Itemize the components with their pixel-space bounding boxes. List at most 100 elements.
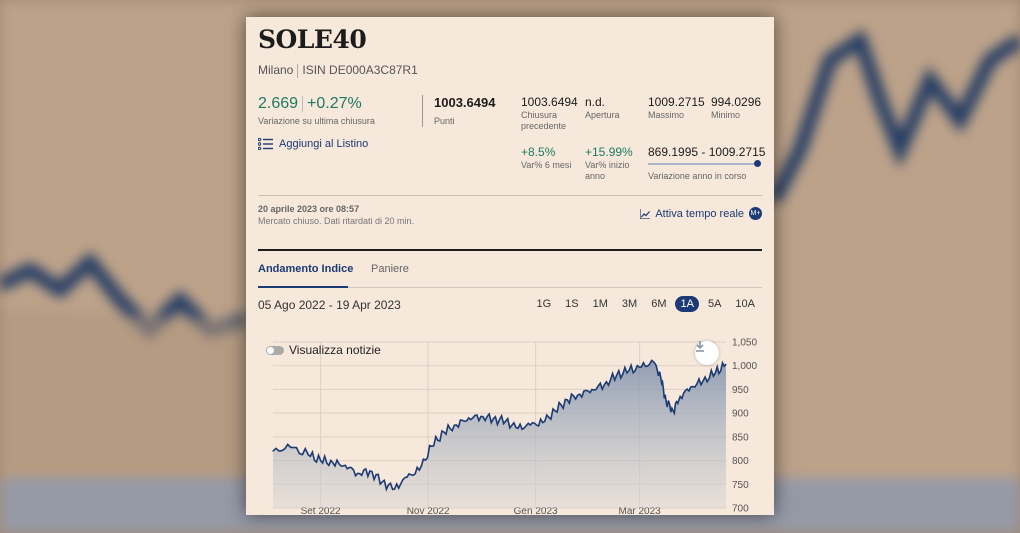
chart-period: 05 Ago 2022 - 19 Apr 2023 — [258, 298, 401, 312]
add-to-watchlist-button[interactable]: Aggiungi al Listino — [258, 138, 368, 150]
y-tick-label: 750 — [732, 480, 749, 491]
data-point — [357, 472, 359, 474]
data-point — [468, 417, 470, 419]
download-button[interactable] — [695, 341, 719, 365]
tab-andamento-indice[interactable]: Andamento Indice — [258, 263, 354, 275]
data-point — [332, 462, 334, 464]
range-selector: 1G 1S 1M 3M 6M 1A 5A 10A — [527, 296, 760, 312]
year-range-label: Variazione anno in corso — [648, 171, 747, 181]
exchange-info: Milano ISIN DE000A3C87R1 — [258, 63, 418, 78]
data-point — [443, 431, 445, 433]
range-3m-button[interactable]: 3M — [621, 298, 638, 310]
range-1g-button[interactable]: 1G — [536, 298, 552, 310]
exchange-name: Milano — [258, 63, 294, 77]
x-tick-label: Mar 2023 — [619, 506, 662, 515]
premium-badge: M+ — [749, 207, 762, 220]
data-point — [690, 386, 692, 388]
var6m-value: +8.5% — [521, 145, 556, 159]
data-point — [492, 418, 494, 420]
price-chart: 700 750 800 850 900 950 1,000 1,050 Set 2022 Nov … — [246, 325, 774, 515]
y-tick-label: 850 — [732, 432, 749, 443]
news-toggle[interactable]: Visualizza notizie — [266, 343, 381, 357]
list-icon — [258, 138, 273, 150]
y-tick-label: 1,050 — [732, 338, 757, 349]
open-value: n.d. — [585, 95, 606, 109]
active-tab-indicator — [258, 286, 348, 288]
data-point — [579, 393, 581, 395]
points-value: 1003.6494 — [434, 95, 496, 110]
data-point — [290, 446, 292, 448]
realtime-label: Attiva tempo reale — [655, 207, 744, 220]
y-tick-label: 1,000 — [732, 361, 757, 372]
range-1a-button[interactable]: 1A — [675, 296, 699, 312]
data-point — [702, 380, 704, 382]
realtime-button[interactable]: Attiva tempo reale M+ — [640, 207, 762, 220]
data-point — [714, 372, 717, 374]
data-point — [640, 366, 642, 368]
divider — [302, 95, 304, 112]
news-toggle-label: Visualizza notizie — [289, 343, 381, 357]
points-label: Punti — [434, 116, 455, 126]
change-label: Variazione su ultima chiusura — [258, 116, 375, 126]
divider — [258, 195, 762, 196]
area-fill — [273, 360, 726, 508]
x-tick-label: Set 2022 — [301, 506, 341, 515]
y-tick-label: 950 — [732, 385, 749, 396]
change-values: 2.669 +0.27% — [258, 95, 362, 113]
data-point — [369, 470, 371, 472]
data-point — [394, 488, 396, 490]
chart-svg: 700 750 800 850 900 950 1,000 1,050 Set 2022 Nov … — [272, 338, 757, 515]
range-5a-button[interactable]: 5A — [707, 298, 722, 310]
data-point — [319, 459, 322, 462]
data-point — [529, 424, 531, 426]
year-range-bar — [648, 163, 758, 165]
isin: ISIN DE000A3C87R1 — [302, 63, 418, 77]
max-value: 1009.2715 — [648, 95, 705, 109]
range-1s-button[interactable]: 1S — [565, 298, 579, 310]
index-card: SOLE40 Milano ISIN DE000A3C87R1 2.669 +0.2… — [246, 17, 774, 515]
range-1m-button[interactable]: 1M — [592, 298, 608, 310]
data-point — [628, 369, 630, 372]
data-point — [381, 481, 383, 483]
data-point — [307, 454, 309, 456]
x-tick-label: Gen 2023 — [514, 506, 558, 515]
range-6m-button[interactable]: 6M — [651, 298, 667, 310]
min-label: Minimo — [711, 110, 741, 120]
max-label: Massimo — [648, 110, 685, 120]
download-icon — [696, 341, 704, 352]
varytd-value: +15.99% — [585, 145, 633, 159]
data-point — [616, 374, 618, 376]
y-tick-label: 900 — [732, 409, 749, 420]
market-status: Mercato chiuso. Dati ritardati di 20 min… — [258, 216, 415, 226]
tab-paniere[interactable]: Paniere — [371, 263, 409, 275]
prev-close-label: Chiusura precedente — [521, 110, 567, 131]
data-point — [591, 388, 593, 391]
data-point — [672, 410, 674, 412]
data-point — [272, 450, 274, 452]
prev-close-value: 1003.6494 — [521, 95, 578, 109]
divider — [297, 63, 299, 78]
x-tick-label: Nov 2022 — [407, 506, 450, 515]
add-to-watchlist-label: Aggiungi al Listino — [279, 138, 369, 150]
data-point — [665, 400, 667, 402]
year-range-marker — [754, 160, 761, 167]
chart-line-icon — [640, 208, 651, 219]
data-point — [725, 363, 727, 365]
change-abs: 2.669 — [258, 95, 299, 112]
data-point — [679, 395, 681, 398]
data-point — [603, 384, 605, 386]
toggle-switch[interactable] — [266, 345, 284, 355]
var6m-label: Var% 6 mesi — [521, 160, 572, 170]
data-point — [566, 399, 568, 401]
data-point — [505, 420, 507, 422]
range-10a-button[interactable]: 10A — [735, 298, 755, 310]
year-range-value: 869.1995 - 1009.2715 — [648, 145, 766, 159]
varytd-label: Var% inizio anno — [585, 160, 630, 181]
open-label: Apertura — [585, 110, 620, 120]
divider — [422, 95, 423, 127]
change-pct: +0.27% — [307, 95, 362, 112]
y-tick-label: 800 — [732, 456, 749, 467]
data-point — [480, 415, 482, 418]
section-divider — [258, 249, 762, 251]
data-point — [455, 424, 457, 426]
